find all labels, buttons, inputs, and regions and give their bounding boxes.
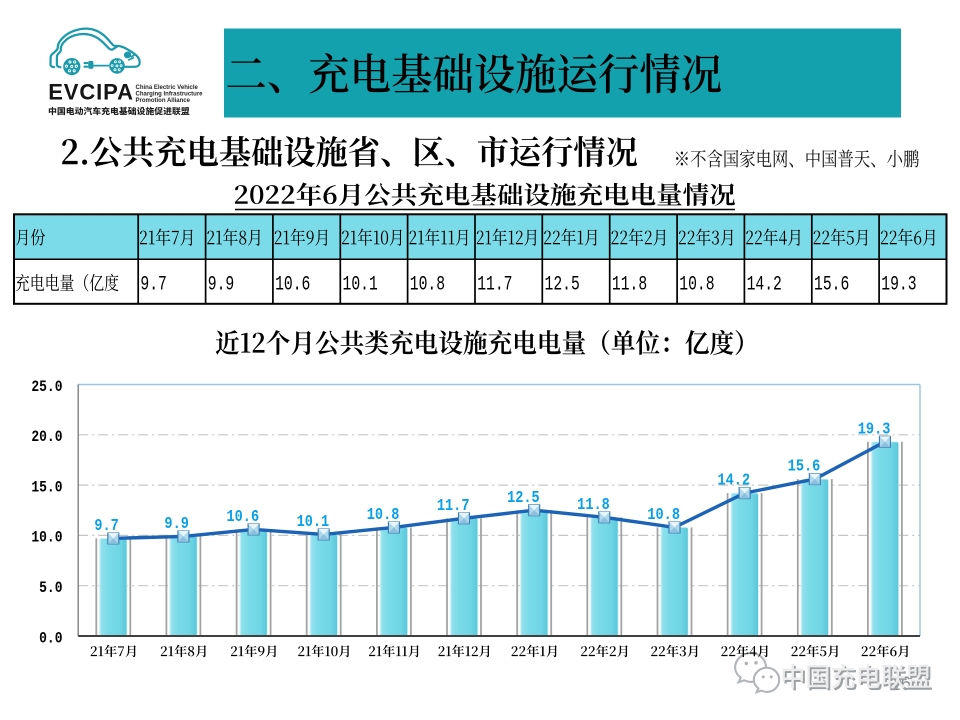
svg-text:20.0: 20.0: [31, 429, 62, 446]
svg-text:12.5: 12.5: [545, 273, 580, 296]
svg-text:10.0: 10.0: [31, 530, 62, 547]
svg-text:9.7: 9.7: [140, 273, 166, 296]
svg-text:9.9: 9.9: [208, 273, 234, 296]
svg-text:10.8: 10.8: [679, 273, 714, 296]
svg-text:14.2: 14.2: [747, 273, 782, 296]
svg-text:11.7: 11.7: [437, 496, 470, 516]
svg-text:15.0: 15.0: [31, 479, 62, 496]
svg-text:EVCIPA: EVCIPA: [48, 79, 134, 104]
svg-text:10.6: 10.6: [226, 507, 259, 527]
svg-text:12.5: 12.5: [507, 488, 540, 508]
svg-text:11.7: 11.7: [477, 273, 512, 296]
svg-text:10.1: 10.1: [343, 273, 378, 296]
svg-text:Charging Infrastructure: Charging Infrastructure: [136, 92, 204, 98]
svg-text:10.1: 10.1: [297, 512, 330, 532]
svg-text:11.8: 11.8: [612, 273, 647, 296]
svg-text:14.2: 14.2: [717, 470, 750, 490]
svg-text:15.6: 15.6: [788, 456, 821, 476]
svg-text:10.8: 10.8: [410, 273, 445, 296]
svg-text:10.8: 10.8: [647, 505, 680, 525]
svg-text:25.0: 25.0: [31, 379, 62, 396]
svg-text:10.8: 10.8: [367, 505, 400, 525]
svg-text:9.9: 9.9: [164, 514, 188, 534]
svg-text:15.6: 15.6: [814, 273, 849, 296]
svg-text:10.6: 10.6: [275, 273, 310, 296]
svg-text:Promotion Alliance: Promotion Alliance: [136, 98, 191, 104]
svg-text:9.7: 9.7: [94, 516, 118, 536]
svg-text:11.8: 11.8: [577, 495, 610, 515]
svg-text:19.3: 19.3: [858, 419, 891, 439]
svg-text:5.0: 5.0: [39, 580, 62, 597]
svg-text:China Electric Vehicle: China Electric Vehicle: [136, 85, 199, 91]
svg-text:19.3: 19.3: [881, 273, 916, 296]
svg-text:0.0: 0.0: [39, 630, 62, 647]
